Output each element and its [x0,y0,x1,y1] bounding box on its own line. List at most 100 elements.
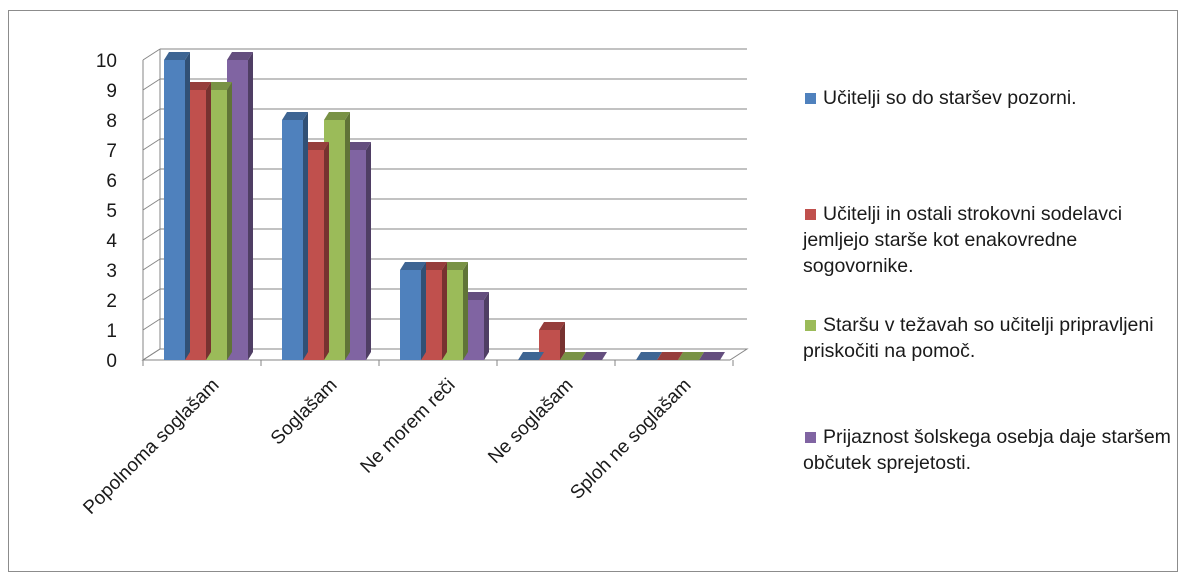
bar-top [345,142,371,150]
bar-top [282,112,308,120]
bar [324,112,350,360]
legend-label-4: Prijaznost šolskega osebja daje staršem … [803,426,1171,474]
gridline-depth [142,138,161,151]
bar-top [518,352,544,360]
y-tick-label: 6 [106,171,117,192]
gridline-depth [142,78,161,91]
bar-side [345,112,350,360]
bar-front [164,60,185,360]
bar-top [463,292,489,300]
y-tick-label: 1 [106,321,117,342]
bar [421,262,447,360]
legend-item-4: Prijaznost šolskega osebja daje staršem … [798,424,1183,476]
bar-top [400,262,426,270]
bar-top [303,142,329,150]
bar-side [442,262,447,360]
bar-front [463,300,484,360]
y-tick-label: 7 [106,141,117,162]
bar-top [581,352,607,360]
bar-top [227,52,253,60]
x-tick-label: Soglašam [267,375,342,450]
bar [657,352,683,360]
bar [345,142,371,360]
bar-front [303,150,324,360]
legend-item-3: Staršu v težavah so učitelji pripravljen… [798,312,1183,364]
gridline-depth [142,318,161,331]
x-tick-label: Sploh ne soglašam [566,375,695,504]
y-tick-label: 5 [106,201,117,222]
gridline-depth [142,288,161,301]
y-tick-label: 9 [106,81,117,102]
y-tick-label: 10 [96,51,117,72]
bar-front [324,120,345,360]
gridline-depth [142,258,161,271]
bar-top [421,262,447,270]
legend-item-1: Učitelji so do staršev pozorni. [798,85,1183,111]
bar [206,82,232,360]
legend-label-3: Staršu v težavah so učitelji pripravljen… [803,314,1154,362]
bar [636,352,662,360]
x-tick-labels: Popolnoma soglašam Soglašam Ne morem reči N… [79,375,695,519]
y-tick-label: 4 [106,231,117,252]
bar-side [560,322,565,360]
bar-top [324,112,350,120]
legend-swatch-4 [805,432,816,443]
bars [164,52,725,360]
legend-swatch-2 [805,209,816,220]
bar-side [206,82,211,360]
gridline-depth [142,168,161,181]
bar-top [185,82,211,90]
bar-top [442,262,468,270]
bar [463,292,489,360]
bar-front [539,330,560,360]
bar-front [442,270,463,360]
bar-top [164,52,190,60]
gridline-depth [142,228,161,241]
bar-front [282,120,303,360]
bar [678,352,704,360]
y-tick-label: 2 [106,291,117,312]
bar-front [421,270,442,360]
x-tick-label: Popolnoma soglašam [79,375,223,519]
bar-side [248,52,253,360]
y-tick-labels: 0 1 2 3 4 5 6 7 8 9 10 [96,51,118,372]
gridline-depth [142,48,161,61]
y-tick-label: 3 [106,261,117,282]
bar-front [227,60,248,360]
bar-side [185,52,190,360]
bar [282,112,308,360]
bar-top [678,352,704,360]
bar-side [421,262,426,360]
bar-top [539,322,565,330]
bar-top [657,352,683,360]
bar-top [206,82,232,90]
bar [227,52,253,360]
bar [164,52,190,360]
bar-top [636,352,662,360]
bar-side [324,142,329,360]
x-tick-label: Ne soglašam [484,375,577,468]
legend-swatch-1 [805,93,816,104]
bar-side [303,112,308,360]
bar [442,262,468,360]
bar-side [484,292,489,360]
bar [699,352,725,360]
bar-front [345,150,366,360]
bar-top [699,352,725,360]
bar-side [463,262,468,360]
legend-item-2: Učitelji in ostali strokovni sodelavci j… [798,201,1183,279]
bar-front [185,90,206,360]
bar-front [206,90,227,360]
bar [539,322,565,360]
bar [303,142,329,360]
bar-side [227,82,232,360]
bar-top [560,352,586,360]
gridline-depth [142,198,161,211]
x-tick-label: Ne morem reči [357,375,460,478]
y-tick-label: 8 [106,111,117,132]
bar-side [366,142,371,360]
bar-front [400,270,421,360]
bar [400,262,426,360]
legend-label-1: Učitelji so do staršev pozorni. [823,87,1077,109]
